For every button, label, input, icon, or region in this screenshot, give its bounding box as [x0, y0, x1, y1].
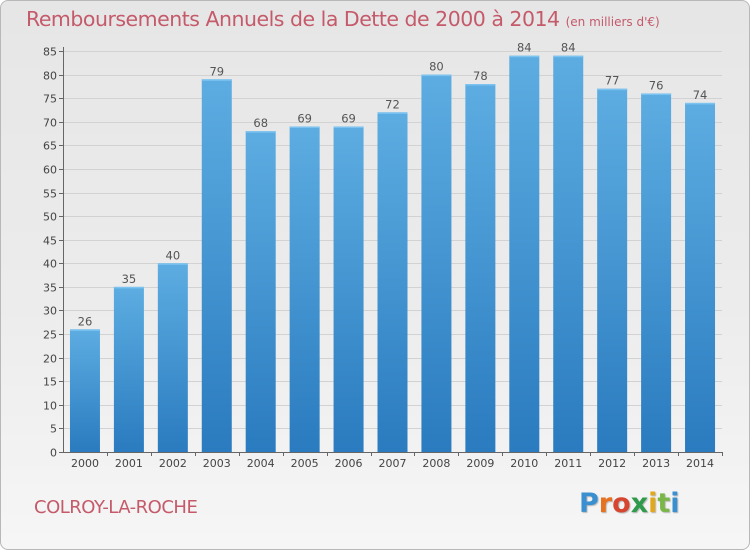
- y-tick-label: 25: [43, 329, 57, 342]
- x-axis-ticks: 2000 2001 2002 2003 2004 2005 2006 2007 2008 2009…: [71, 452, 723, 470]
- logo-letter: P: [579, 488, 599, 519]
- y-tick-label: 55: [43, 188, 57, 201]
- x-tick-label: 2005: [291, 457, 319, 470]
- y-tick-label: 65: [43, 140, 57, 153]
- y-tick-label: 50: [43, 211, 57, 224]
- logo-letter: i: [670, 488, 680, 519]
- value-label: 84: [517, 41, 532, 55]
- bar: [597, 88, 628, 452]
- bar: [685, 102, 716, 453]
- x-tick-label: 2009: [466, 457, 494, 470]
- bar-highlight: [245, 131, 276, 133]
- axes: [63, 47, 722, 453]
- y-tick-label: 20: [43, 353, 57, 366]
- bar: [289, 126, 320, 452]
- x-tick-label: 2011: [554, 457, 582, 470]
- bar-highlight: [333, 126, 364, 128]
- x-tick-label: 2004: [247, 457, 275, 470]
- bar-highlight: [69, 329, 100, 331]
- bar: [113, 286, 144, 452]
- bar-highlight: [685, 102, 716, 105]
- logo-letter: i: [648, 488, 658, 519]
- y-tick-label: 35: [43, 282, 57, 295]
- y-tick-label: 85: [43, 46, 57, 59]
- y-axis-ticks: 0 5 10 15 20 25 30 35 40 45 50 55 60 65 70 75 80 85: [43, 46, 63, 460]
- bar-highlight: [113, 286, 144, 289]
- value-label: 80: [429, 60, 444, 74]
- chart-unit: (en milliers d'€): [565, 15, 660, 29]
- logo-letter: t: [657, 488, 671, 519]
- y-tick-label: 45: [43, 235, 57, 248]
- y-tick-label: 15: [43, 376, 57, 389]
- value-label: 84: [561, 41, 576, 55]
- x-tick-label: 2007: [379, 457, 407, 470]
- bar-highlight: [289, 126, 320, 128]
- x-tick-label: 2002: [159, 457, 187, 470]
- bar: [157, 263, 188, 452]
- bar: [553, 55, 584, 452]
- value-label: 69: [297, 111, 312, 125]
- proxiti-logo: Proxiti: [579, 488, 680, 519]
- logo-letter: r: [598, 488, 613, 519]
- bar: [641, 93, 672, 452]
- value-label: 78: [473, 69, 488, 83]
- y-tick-label: 40: [43, 258, 57, 271]
- value-label: 76: [649, 78, 664, 92]
- x-tick-label: 2008: [422, 457, 450, 470]
- bar-highlight: [377, 112, 408, 114]
- bar: [465, 84, 496, 452]
- x-tick-label: 2001: [115, 457, 143, 470]
- y-tick-label: 70: [43, 117, 57, 130]
- value-label: 68: [253, 116, 268, 130]
- bar-highlight: [421, 74, 452, 77]
- chart-title-text: Remboursements Annuels de la Dette de 20…: [26, 7, 560, 31]
- value-label: 74: [693, 88, 708, 102]
- y-tick-label: 80: [43, 70, 57, 83]
- bar: [201, 79, 232, 453]
- logo-letter: o: [612, 488, 631, 519]
- value-label: 26: [78, 314, 93, 328]
- bar-highlight: [641, 93, 672, 95]
- x-tick-label: 2012: [598, 457, 626, 470]
- logo-letter: x: [630, 488, 649, 519]
- bar-highlight: [201, 79, 232, 81]
- value-label: 40: [166, 248, 181, 262]
- bar-highlight: [509, 55, 540, 58]
- commune-name: COLROY-LA-ROCHE: [34, 497, 198, 518]
- y-tick-label: 60: [43, 164, 57, 177]
- x-tick-label: 2010: [510, 457, 538, 470]
- value-label: 72: [385, 97, 400, 111]
- bar: [245, 131, 276, 452]
- x-tick-label: 2003: [203, 457, 231, 470]
- bar: [509, 55, 540, 452]
- y-tick-label: 75: [43, 93, 57, 106]
- bar: [69, 329, 100, 452]
- y-tick-label: 5: [50, 423, 57, 436]
- value-label: 79: [209, 64, 224, 78]
- value-labels: 26 35 40 79 68 69 69 72 80 78 84 84 77 76 74: [78, 41, 708, 329]
- bar-highlight: [553, 55, 584, 58]
- value-label: 35: [122, 272, 137, 286]
- bar: [333, 126, 364, 452]
- chart-title: Remboursements Annuels de la Dette de 20…: [26, 7, 660, 31]
- y-tick-label: 10: [43, 400, 57, 413]
- bars: [69, 55, 716, 453]
- bar-highlight: [465, 84, 496, 86]
- bar-highlight: [157, 263, 188, 265]
- bar: [377, 112, 408, 453]
- x-tick-label: 2000: [71, 457, 99, 470]
- value-label: 77: [605, 74, 620, 88]
- bar: [421, 74, 452, 453]
- x-tick-label: 2013: [642, 457, 670, 470]
- value-label: 69: [341, 111, 356, 125]
- bar-highlight: [597, 88, 628, 91]
- x-tick-label: 2014: [686, 457, 714, 470]
- y-tick-label: 30: [43, 305, 57, 318]
- y-tick-label: 0: [50, 447, 57, 460]
- x-tick-label: 2006: [335, 457, 363, 470]
